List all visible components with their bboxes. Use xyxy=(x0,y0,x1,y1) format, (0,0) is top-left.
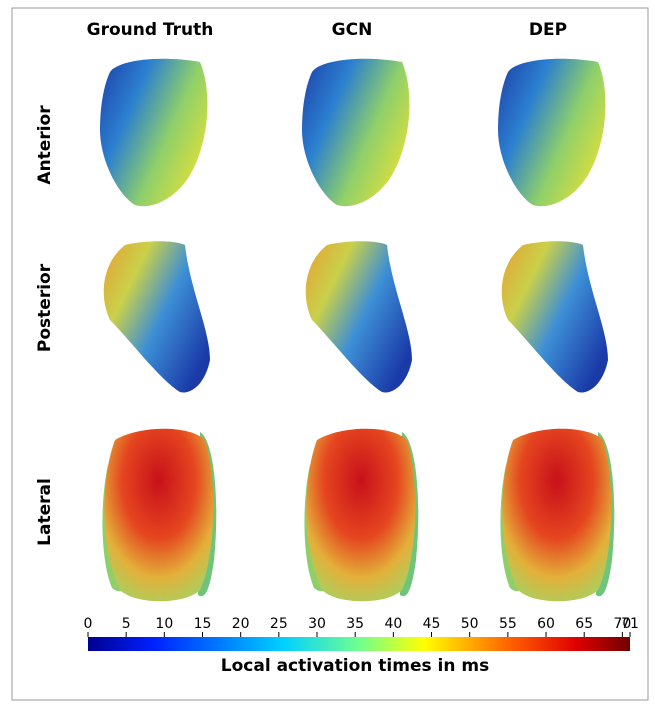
tick-label: 20 xyxy=(232,616,250,632)
column-title: DEP xyxy=(529,20,567,40)
tick-label: 30 xyxy=(308,616,326,632)
tick-label: 0 xyxy=(84,616,93,632)
tick-label: 60 xyxy=(537,616,555,632)
tick-label: 50 xyxy=(461,616,479,632)
tick-label: 35 xyxy=(346,616,364,632)
row-label: Anterior xyxy=(35,105,55,185)
row-label: Posterior xyxy=(35,263,55,352)
column-title: GCN xyxy=(332,20,373,40)
column-title: Ground Truth xyxy=(87,20,214,40)
colorbar-label: Local activation times in ms xyxy=(221,656,489,676)
tick-label: 25 xyxy=(270,616,288,632)
tick-label: 40 xyxy=(384,616,402,632)
tick-label: 71 xyxy=(621,616,639,632)
colorbar xyxy=(88,637,630,651)
tick-label: 5 xyxy=(122,616,131,632)
tick-label: 55 xyxy=(499,616,517,632)
tick-label: 10 xyxy=(155,616,173,632)
figure: Ground Truth GCN DEP Anterior Posterior … xyxy=(0,0,655,709)
tick-label: 65 xyxy=(575,616,593,632)
tick-label: 45 xyxy=(423,616,441,632)
tick-label: 15 xyxy=(194,616,212,632)
row-label: Lateral xyxy=(35,478,55,546)
heart-images xyxy=(100,59,614,601)
